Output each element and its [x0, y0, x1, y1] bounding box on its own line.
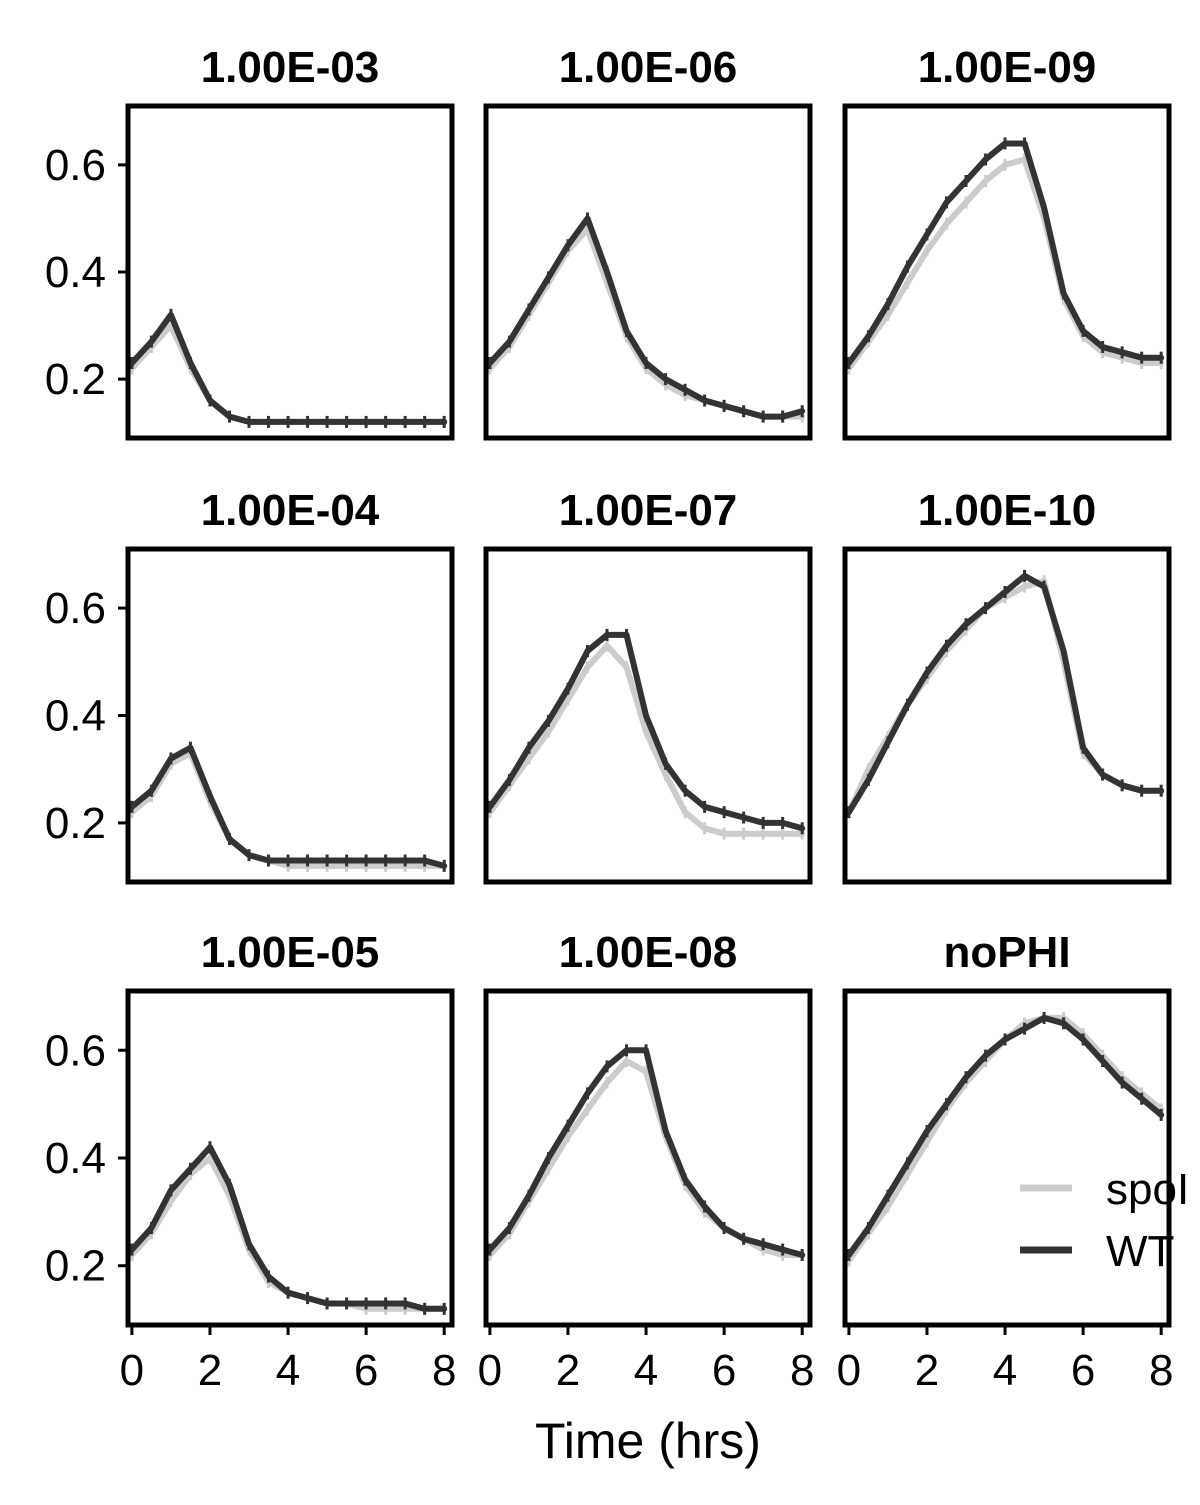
panel-border [483, 988, 813, 1328]
x-tick-label: 4 [993, 1346, 1017, 1395]
x-tick-label: 4 [276, 1346, 300, 1395]
panel: noPHI 0 2 4 6 8 [837, 928, 1174, 1395]
legend-label: WT [1106, 1227, 1174, 1276]
panel-border [125, 103, 455, 441]
series-line-wt [128, 744, 448, 869]
y-tick-label: 0.2 [45, 1242, 106, 1291]
series-line-wt [128, 311, 448, 425]
series-line-spoi [845, 1014, 1165, 1264]
series-line-wt [128, 1144, 448, 1312]
x-tick-label: 2 [198, 1346, 222, 1395]
series-line-wt [486, 215, 806, 420]
y-tick-label: 0.4 [45, 1134, 106, 1183]
x-tick-label: 6 [1071, 1346, 1095, 1395]
x-tick-label: 8 [432, 1346, 456, 1395]
panel: 1.00E-06 [483, 43, 813, 441]
x-tick-label: 0 [120, 1346, 144, 1395]
panel-title: 1.00E-08 [559, 928, 738, 977]
panel: 1.00E-05 0.2 0.4 0.6 0 2 4 6 8 [45, 928, 457, 1395]
panel: 1.00E-10 [842, 486, 1172, 885]
x-tick-label: 4 [634, 1346, 658, 1395]
y-tick-label: 0.2 [45, 799, 106, 848]
panel-title: 1.00E-10 [918, 486, 1097, 535]
panel-title: 1.00E-05 [201, 928, 380, 977]
x-tick-label: 2 [556, 1346, 580, 1395]
y-tick-label: 0.2 [45, 355, 106, 404]
legend: spoI WT [1020, 1165, 1189, 1276]
series-line-wt [845, 140, 1165, 366]
y-tick-label: 0.6 [45, 584, 106, 633]
series-line-wt [845, 1014, 1165, 1258]
panel-title: 1.00E-09 [918, 43, 1097, 92]
series-line-spoi [845, 156, 1165, 372]
panel: 1.00E-08 0 2 4 6 8 [478, 928, 815, 1395]
panel-title: 1.00E-06 [559, 43, 738, 92]
x-tick-label: 6 [712, 1346, 736, 1395]
series-line-spoi [845, 578, 1165, 816]
x-tick-label: 8 [790, 1346, 814, 1395]
series-line-spoi [486, 1058, 806, 1258]
x-tick-label: 0 [478, 1346, 502, 1395]
panel-border [125, 546, 455, 885]
panel: 1.00E-04 0.2 0.4 0.6 [45, 486, 455, 885]
x-tick-label: 6 [354, 1346, 378, 1395]
x-axis-title: Time (hrs) [535, 1413, 761, 1469]
panel-title: 1.00E-04 [201, 486, 380, 535]
panel-border [842, 988, 1172, 1328]
panel-border [842, 103, 1172, 441]
y-tick-label: 0.4 [45, 248, 106, 297]
panel: 1.00E-03 0.2 0.4 0.6 [45, 43, 455, 441]
series-line-spoi [486, 226, 806, 420]
panel-border [125, 988, 455, 1328]
panel-border [483, 103, 813, 441]
x-tick-label: 0 [837, 1346, 861, 1395]
panel: 1.00E-07 [483, 486, 813, 885]
panel-title: noPHI [943, 928, 1070, 977]
panel: 1.00E-09 [842, 43, 1172, 441]
panel-title: 1.00E-07 [559, 486, 738, 535]
series-line-wt [845, 572, 1165, 816]
panel-border [842, 546, 1172, 885]
x-tick-label: 2 [915, 1346, 939, 1395]
y-tick-label: 0.6 [45, 1026, 106, 1075]
panel-title: 1.00E-03 [201, 43, 380, 92]
legend-label: spoI [1106, 1165, 1189, 1214]
series-line-spoi [128, 750, 448, 869]
panel-border [483, 546, 813, 885]
x-tick-label: 8 [1149, 1346, 1173, 1395]
y-tick-label: 0.4 [45, 692, 106, 741]
y-tick-label: 0.6 [45, 141, 106, 190]
